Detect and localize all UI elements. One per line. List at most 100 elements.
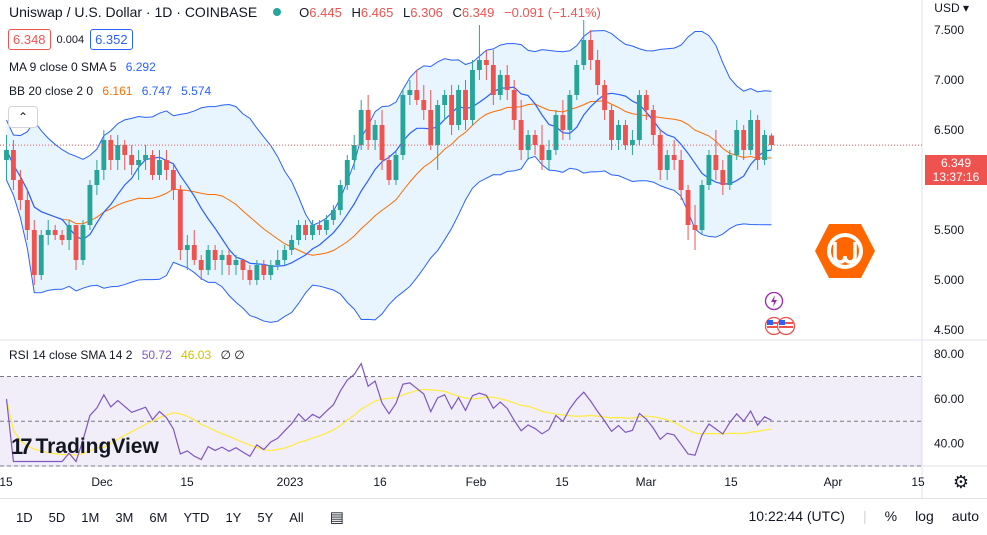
candle-body <box>87 185 93 225</box>
go-to-date-calendar-icon[interactable]: ▤ <box>329 509 344 526</box>
candle-body <box>17 180 23 200</box>
candle-body <box>671 155 677 160</box>
candle-body <box>45 230 51 235</box>
candle-body <box>4 150 9 160</box>
candle-body <box>115 145 121 160</box>
ma-label: MA 9 close 0 SMA 5 <box>9 60 117 74</box>
buy-button[interactable]: 6.352 <box>90 29 133 50</box>
auto-scale-button[interactable]: auto <box>951 508 979 524</box>
percent-scale-button[interactable]: % <box>884 508 898 524</box>
ohlc-high-value: 6.465 <box>360 4 394 20</box>
candle-body <box>94 170 100 185</box>
candle-body <box>38 235 44 275</box>
range-1y-button[interactable]: 1Y <box>225 509 242 525</box>
candle-body <box>525 135 531 150</box>
range-5y-button[interactable]: 5Y <box>257 509 274 525</box>
candle-body <box>358 110 364 145</box>
time-axis-tick: Dec <box>91 475 112 489</box>
candle-body <box>303 225 308 235</box>
candle-body <box>442 95 448 105</box>
bb-label: BB 20 close 2 0 <box>9 84 94 98</box>
candle-body <box>101 140 107 170</box>
candle-body <box>254 265 260 280</box>
utc-clock[interactable]: 10:22:44 (UTC) <box>748 508 845 524</box>
candle-body <box>372 125 378 140</box>
tradingview-logo[interactable]: 17 TradingView <box>11 434 159 460</box>
candle-body <box>664 155 670 170</box>
lightning-icon[interactable] <box>764 292 784 311</box>
rsi-indicator-legend[interactable]: RSI 14 close SMA 14 2 50.72 46.03 ∅ ∅ <box>9 348 245 362</box>
candle-body <box>567 95 573 130</box>
tv-logo-text: TradingView <box>35 435 159 458</box>
ohlc-close-label: C <box>452 4 462 20</box>
symbol-title[interactable]: Uniswap / U.S. Dollar · 1D · COINBASE <box>9 4 258 20</box>
sell-button[interactable]: 6.348 <box>8 29 51 50</box>
log-scale-button[interactable]: log <box>915 508 934 524</box>
candle-body <box>428 110 434 145</box>
candle-body <box>456 90 461 125</box>
bb-lower-line <box>6 155 772 323</box>
candle-body <box>157 160 162 175</box>
currency-select[interactable]: USD ▾ <box>934 1 969 15</box>
candle-body <box>386 160 392 180</box>
candle-body <box>330 210 336 220</box>
candle-body <box>532 135 538 145</box>
ma-value: 6.292 <box>125 60 156 74</box>
bb-indicator-legend[interactable]: BB 20 close 2 0 6.161 6.747 5.574 <box>9 84 211 98</box>
candle-body <box>546 150 552 160</box>
range-1d-button[interactable]: 1D <box>16 509 33 525</box>
candle-body <box>393 155 399 180</box>
chevron-up-icon: ⌃ <box>17 110 29 124</box>
candle-body <box>351 145 357 160</box>
candle-body <box>198 260 204 270</box>
candle-body <box>31 230 37 275</box>
candle-body <box>588 40 594 60</box>
candle-body <box>170 170 176 190</box>
range-3m-button[interactable]: 3M <box>115 509 134 525</box>
candle-body <box>553 115 559 150</box>
candle-body <box>108 140 114 160</box>
candle-body <box>623 125 628 145</box>
candle-body <box>643 95 649 110</box>
candle-body <box>240 260 246 270</box>
us-flag-icon[interactable] <box>764 316 796 336</box>
collapse-legend-button[interactable]: ⌃ <box>8 106 38 128</box>
candle-body <box>650 110 656 135</box>
candle-body <box>233 260 239 265</box>
candle-body <box>379 125 385 160</box>
candle-body <box>449 95 455 125</box>
candle-body <box>80 225 86 260</box>
bottom-toolbar: 1D 5D 1M 3M 6M YTD 1Y 5Y All ▤ 10:22:44 … <box>0 498 987 535</box>
price-axis-tick: 5.000 <box>934 273 964 287</box>
range-all-button[interactable]: All <box>289 509 304 525</box>
range-5d-button[interactable]: 5D <box>48 509 66 525</box>
price-axis-tick: 7.500 <box>934 23 964 37</box>
range-ytd-button[interactable]: YTD <box>183 509 210 525</box>
range-1m-button[interactable]: 1M <box>81 509 100 525</box>
candle-body <box>609 110 614 140</box>
tv-logo-icon: 17 <box>11 434 33 459</box>
price-axis-tick: 7.000 <box>934 73 964 87</box>
settings-gear-icon[interactable]: ⚙ <box>952 472 969 492</box>
price-axis-tick: 4.500 <box>934 323 964 337</box>
candle-body <box>310 225 315 235</box>
candle-body <box>734 130 740 155</box>
candle-body <box>748 120 754 150</box>
rsi-sma-line <box>5 388 772 456</box>
candle-body <box>275 260 281 265</box>
candle-body <box>296 225 302 240</box>
candle-body <box>219 255 225 260</box>
ma-indicator-legend[interactable]: MA 9 close 0 SMA 5 6.292 <box>9 60 156 74</box>
candle-body <box>323 220 329 230</box>
rsi-label: RSI 14 close SMA 14 2 <box>9 348 133 362</box>
candle-body <box>184 245 190 250</box>
candle-body <box>692 225 698 230</box>
candle-body <box>317 225 322 230</box>
range-6m-button[interactable]: 6M <box>149 509 168 525</box>
time-axis-tick: 15 <box>555 475 569 489</box>
price-axis-tick: 5.500 <box>934 223 964 237</box>
last-price: 6.349 <box>940 156 972 170</box>
candle-body <box>261 265 267 275</box>
chart-event-icons[interactable] <box>764 292 798 338</box>
